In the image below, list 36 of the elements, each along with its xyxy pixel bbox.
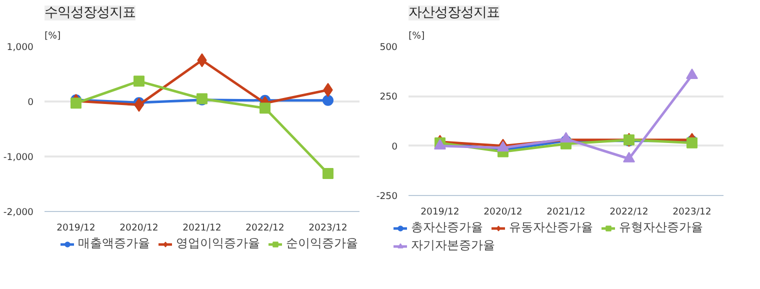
chart-title: 자산성장성지표 xyxy=(408,6,500,20)
x-tick-label: 2020/12 xyxy=(484,206,522,218)
y-tick-label: -250 xyxy=(376,191,398,202)
x-tick-label: 2022/12 xyxy=(610,206,648,218)
y-axis-title: [%] xyxy=(408,30,425,42)
point xyxy=(70,98,82,109)
y-tick-label: -1,000 xyxy=(3,152,34,163)
x-tick-label: 2023/12 xyxy=(308,222,348,234)
legend-label: 매출액증가율 xyxy=(78,235,150,252)
chart-title: 수익성장성지표 xyxy=(44,6,136,20)
point xyxy=(560,132,572,143)
y-tick-label: 1,000 xyxy=(6,42,34,53)
legend-label: 영업이익증가율 xyxy=(176,235,260,252)
legend-label: 순이익증가율 xyxy=(286,235,358,252)
y-tick-label: 0 xyxy=(28,97,34,108)
y-tick-label: 250 xyxy=(380,92,398,103)
y-tick-label: -2,000 xyxy=(3,207,34,218)
y-axis-title: [%] xyxy=(44,30,61,42)
point xyxy=(686,68,698,79)
y-tick-label: 0 xyxy=(392,141,398,152)
point xyxy=(322,94,334,106)
x-tick-label: 2023/12 xyxy=(672,206,712,218)
legend-label: 유동자산증가율 xyxy=(509,219,593,236)
x-tick-label: 2020/12 xyxy=(120,222,158,234)
x-tick-label: 2019/12 xyxy=(56,222,96,234)
legend-label: 자기자본증가율 xyxy=(411,237,495,254)
point xyxy=(322,168,334,180)
x-tick-label: 2021/12 xyxy=(182,222,222,234)
x-tick-label: 2019/12 xyxy=(420,206,460,218)
x-tick-label: 2021/12 xyxy=(546,206,586,218)
legend-label: 총자산증가율 xyxy=(411,219,483,236)
point xyxy=(260,102,270,114)
point xyxy=(134,76,144,87)
legend-label: 유형자산증가율 xyxy=(619,219,703,236)
x-tick-label: 2022/12 xyxy=(246,222,284,234)
y-tick-label: 500 xyxy=(380,42,398,53)
